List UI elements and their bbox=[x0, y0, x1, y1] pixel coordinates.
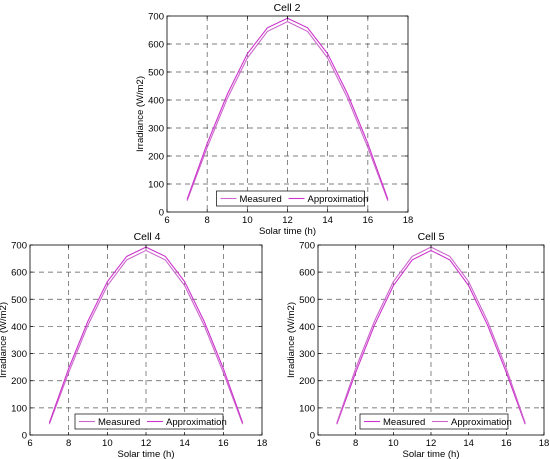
series-line-measured bbox=[48, 249, 244, 425]
x-tick-label: 6 bbox=[315, 438, 320, 449]
x-tick-label: 10 bbox=[102, 438, 113, 449]
y-tick-label: 0 bbox=[310, 431, 315, 442]
x-tick-label: 14 bbox=[322, 215, 333, 226]
x-tick-label: 18 bbox=[257, 438, 268, 449]
x-tick-label: 10 bbox=[242, 215, 253, 226]
legend: Measured Approximation bbox=[216, 190, 369, 207]
y-tick-label: 700 bbox=[299, 241, 315, 252]
legend-label: Measured bbox=[240, 194, 282, 205]
x-tick-label: 16 bbox=[501, 438, 512, 449]
y-tick-label: 500 bbox=[148, 68, 164, 79]
legend-label: Approximation bbox=[166, 417, 227, 428]
x-tick-label: 6 bbox=[27, 438, 32, 449]
x-tick-label: 14 bbox=[179, 438, 190, 449]
y-tick-label: 100 bbox=[148, 180, 164, 191]
y-tick-label: 400 bbox=[148, 96, 164, 107]
y-axis-label: Irradiance (W/m2) bbox=[135, 76, 146, 152]
legend: Measured Approximation bbox=[359, 413, 512, 430]
legend: Measured Approximation bbox=[74, 413, 227, 430]
x-tick-label: 16 bbox=[363, 215, 374, 226]
x-axis-label: Solar time (h) bbox=[117, 449, 174, 459]
x-tick-label: 16 bbox=[218, 438, 229, 449]
y-tick-label: 400 bbox=[11, 322, 27, 333]
legend-label: Measured bbox=[383, 417, 425, 428]
x-tick-label: 6 bbox=[164, 215, 169, 226]
y-tick-label: 100 bbox=[299, 403, 315, 414]
y-tick-label: 300 bbox=[148, 124, 164, 135]
y-axis-label: Irradiance (W/m2) bbox=[286, 302, 297, 378]
series-line-measured bbox=[186, 20, 389, 201]
x-axis-label: Solar time (h) bbox=[402, 449, 459, 459]
x-tick-label: 12 bbox=[426, 438, 437, 449]
x-tick-label: 18 bbox=[539, 438, 550, 449]
y-tick-label: 600 bbox=[11, 268, 27, 279]
chart-title: Cell 4 bbox=[134, 231, 161, 243]
x-tick-label: 14 bbox=[463, 438, 474, 449]
y-tick-label: 700 bbox=[11, 241, 27, 252]
y-tick-label: 600 bbox=[148, 40, 164, 51]
x-tick-label: 12 bbox=[141, 438, 152, 449]
legend-label: Approximation bbox=[308, 194, 369, 205]
x-tick-label: 18 bbox=[403, 215, 414, 226]
legend-label: Measured bbox=[98, 417, 140, 428]
y-axis-label: Irradiance (W/m2) bbox=[0, 302, 9, 378]
y-tick-label: 400 bbox=[299, 322, 315, 333]
chart-title: Cell 2 bbox=[274, 2, 301, 14]
y-tick-label: 200 bbox=[299, 376, 315, 387]
y-tick-label: 200 bbox=[11, 376, 27, 387]
y-tick-label: 500 bbox=[11, 295, 27, 306]
subplot-3: 6 8 10 12 14 16 18 0 100 200 300 400 500 600 700 Cell 5… bbox=[286, 231, 549, 459]
y-tick-label: 100 bbox=[11, 403, 27, 414]
x-axis-label: Solar time (h) bbox=[259, 226, 316, 237]
x-tick-label: 8 bbox=[205, 215, 210, 226]
y-tick-label: 300 bbox=[11, 349, 27, 360]
y-tick-label: 0 bbox=[159, 208, 164, 219]
x-tick-label: 12 bbox=[282, 215, 293, 226]
y-tick-label: 600 bbox=[299, 268, 315, 279]
x-tick-label: 8 bbox=[66, 438, 71, 449]
y-tick-label: 700 bbox=[148, 12, 164, 23]
x-tick-label: 10 bbox=[388, 438, 399, 449]
y-tick-label: 300 bbox=[299, 349, 315, 360]
y-tick-label: 200 bbox=[148, 152, 164, 163]
subplot-1: 6 8 10 12 14 16 18 0 100 200 300 400 500 600 700 Cell 2… bbox=[135, 2, 413, 237]
subplot-2: 6 8 10 12 14 16 18 0 100 200 300 400 500 600 700 Cell 4… bbox=[0, 231, 267, 459]
y-tick-label: 0 bbox=[22, 431, 27, 442]
y-tick-label: 500 bbox=[299, 295, 315, 306]
legend-label: Approximation bbox=[451, 417, 512, 428]
x-tick-label: 8 bbox=[353, 438, 358, 449]
chart-title: Cell 5 bbox=[418, 231, 445, 243]
series-line-measured bbox=[336, 249, 526, 425]
